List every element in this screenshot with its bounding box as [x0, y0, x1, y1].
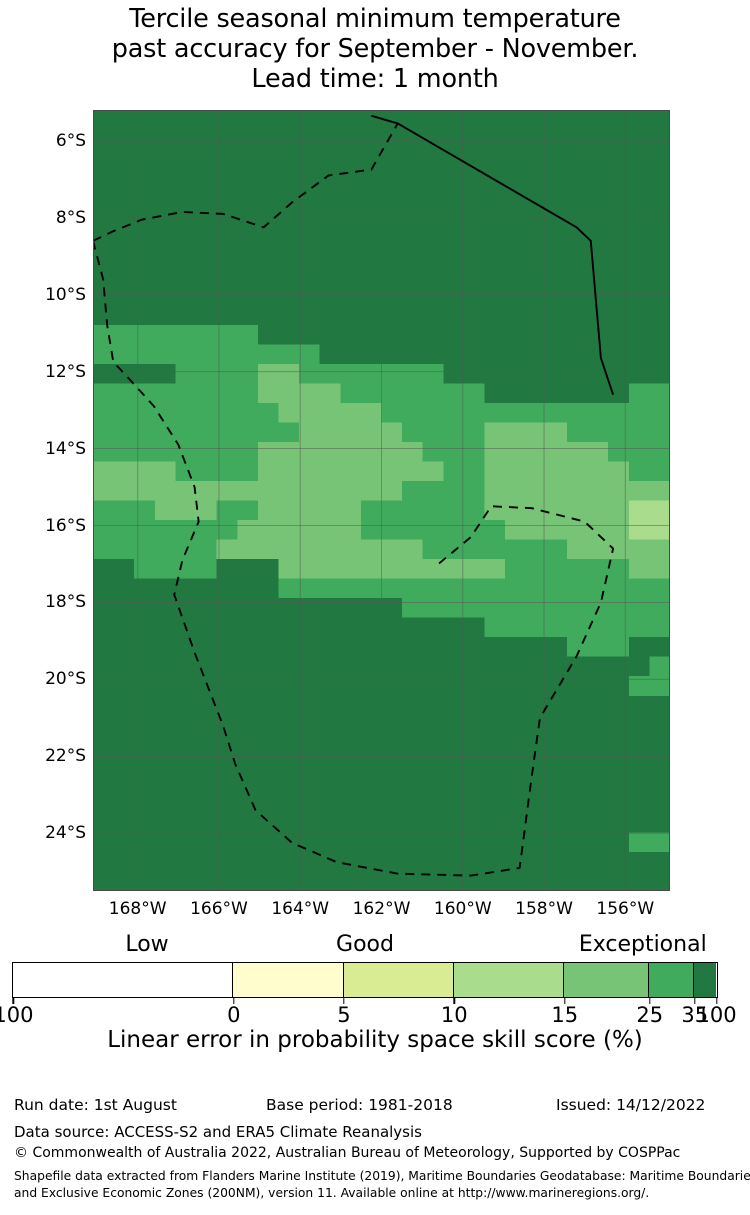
latitude-tick-24S: 24°S — [45, 823, 86, 844]
colorbar-tick-label-0: 100 — [0, 1003, 34, 1027]
longitude-tick-162W: 162°W — [352, 899, 411, 919]
footer-meta-row: Run date: 1st August Base period: 1981-2… — [0, 1096, 750, 1122]
colorbar-tick-mark-6 — [694, 998, 696, 1004]
latitude-tick-14S: 14°S — [45, 438, 86, 459]
issued-date: Issued: 14/12/2022 — [556, 1096, 706, 1114]
colorbar-category-labels: Low Good Exceptional — [0, 932, 750, 960]
shapefile-line-1: Shapefile data extracted from Flanders M… — [14, 1169, 750, 1183]
colorbar-segment-2 — [343, 963, 454, 997]
base-period: Base period: 1981-2018 — [266, 1096, 453, 1114]
colorbar-tick-label-2: 5 — [337, 1003, 351, 1027]
colorbar-tick-mark-4 — [564, 998, 566, 1004]
colorbar-tick-mark-1 — [233, 998, 235, 1004]
colorbar-tick-mark-5 — [649, 998, 651, 1004]
colorbar-tick-mark-3 — [453, 998, 455, 1004]
colorbar-tick-label-6: 35 — [681, 1003, 709, 1027]
latitude-tick-22S: 22°S — [45, 746, 86, 767]
colorbar-ticks: 100 0 5 10 15 25 35 100 — [0, 998, 750, 1027]
colorbar-tick-label-1: 0 — [227, 1003, 241, 1027]
skill-score-map — [93, 110, 670, 891]
latitude-tick-16S: 16°S — [45, 515, 86, 536]
footer: Run date: 1st August Base period: 1981-2… — [0, 1096, 750, 1164]
colorbar-category-exceptional: Exceptional — [578, 932, 707, 957]
latitude-tick-8S: 8°S — [55, 207, 86, 228]
longitude-tick-164W: 164°W — [271, 899, 330, 919]
copyright-notice: © Commonwealth of Australia 2022, Austra… — [14, 1145, 681, 1161]
colorbar — [12, 962, 718, 998]
colorbar-segment-3 — [453, 963, 565, 997]
latitude-tick-12S: 12°S — [45, 361, 86, 382]
latitude-axis: 6°S 8°S 10°S 12°S 14°S 16°S 18°S 20°S 22°S 24°S — [0, 110, 86, 891]
longitude-tick-160W: 160°W — [433, 899, 492, 919]
colorbar-tick-label-4: 15 — [551, 1003, 579, 1027]
colorbar-segment-4 — [564, 963, 650, 997]
colorbar-category-good: Good — [336, 932, 394, 957]
colorbar-category-low: Low — [125, 932, 169, 957]
longitude-tick-166W: 166°W — [190, 899, 248, 919]
colorbar-tick-mark-2 — [343, 998, 345, 1004]
title-line-2: past accuracy for September - November. — [111, 34, 639, 64]
colorbar-tick-label-3: 10 — [440, 1003, 468, 1027]
latitude-tick-10S: 10°S — [45, 284, 86, 305]
longitude-tick-158W: 158°W — [515, 899, 573, 919]
latitude-tick-20S: 20°S — [45, 669, 86, 690]
longitude-tick-156W: 156°W — [596, 899, 655, 919]
colorbar-segment-6 — [694, 963, 717, 997]
data-source: Data source: ACCESS-S2 and ERA5 Climate … — [14, 1123, 422, 1141]
longitude-tick-168W: 168°W — [108, 899, 167, 919]
colorbar-segment-1 — [233, 963, 344, 997]
colorbar-tick-mark-7 — [715, 998, 718, 1004]
colorbar-tick-label-5: 25 — [636, 1003, 664, 1027]
latitude-tick-18S: 18°S — [45, 592, 86, 613]
title-line-1: Tercile seasonal minimum temperature — [129, 4, 621, 34]
colorbar-tick-mark-0 — [12, 998, 15, 1004]
shapefile-line-2: and Exclusive Economic Zones (200NM), ve… — [14, 1185, 650, 1200]
page-title: Tercile seasonal minimum temperature pas… — [0, 4, 750, 94]
title-line-3: Lead time: 1 month — [251, 64, 499, 94]
shapefile-attribution: Shapefile data extracted from Flanders M… — [0, 1168, 750, 1201]
colorbar-tick-label-7: 100 — [696, 1003, 737, 1027]
heatmap-raster — [93, 110, 670, 891]
run-date: Run date: 1st August — [14, 1096, 177, 1114]
colorbar-segment-0 — [13, 963, 234, 997]
longitude-axis: 168°W 166°W 164°W 162°W 160°W 158°W 156°W — [0, 899, 750, 925]
colorbar-segment-5 — [649, 963, 695, 997]
latitude-tick-6S: 6°S — [55, 130, 86, 151]
colorbar-axis-label: Linear error in probability space skill … — [107, 1027, 643, 1053]
